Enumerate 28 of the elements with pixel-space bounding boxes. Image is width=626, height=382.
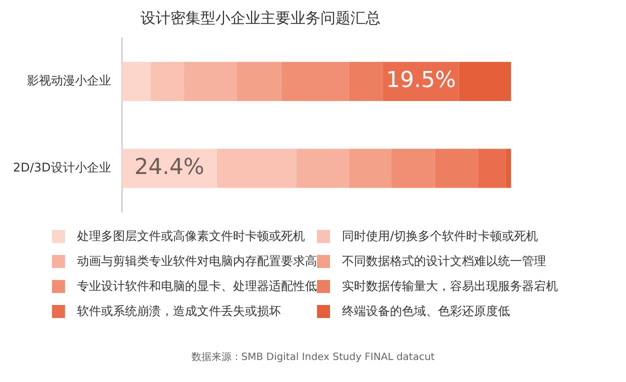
legend-label: 同时使用/切换多个软件时卡顿或死机 xyxy=(342,228,538,245)
bar xyxy=(348,148,392,188)
y-tick-label: 影视动漫小企业 xyxy=(26,74,111,88)
data-label: 24.4% xyxy=(134,155,204,180)
bar xyxy=(122,62,151,102)
bar xyxy=(296,148,349,188)
legend-label: 处理多图层文件或高像素文件时卡顿或死机 xyxy=(77,228,305,245)
legend-label: 专业设计软件和电脑的显卡、处理器适配性低 xyxy=(77,278,317,295)
legend-label: 软件或系统崩溃，造成文件丢失或损坏 xyxy=(77,303,281,320)
bar xyxy=(348,62,383,102)
bar xyxy=(216,148,296,188)
bar xyxy=(506,148,511,188)
legend-label: 不同数据格式的设计文档难以统一管理 xyxy=(342,253,546,270)
bar xyxy=(458,62,511,102)
data-label: 19.5% xyxy=(386,68,456,94)
bar xyxy=(150,62,184,102)
legend-label: 动画与剪辑类专业软件对电脑内存配置要求高 xyxy=(77,253,317,270)
bar xyxy=(434,148,478,188)
bar xyxy=(392,148,435,188)
bar xyxy=(478,148,506,188)
bar xyxy=(237,62,282,102)
legend-label: 实时数据传输量大，容易出现服务器宕机 xyxy=(342,278,558,295)
legend-label: 终端设备的色域、色彩还原度低 xyxy=(342,303,510,320)
chart-title: 设计密集型小企业主要业务问题汇总 xyxy=(140,8,380,27)
source-note: 数据来源：SMB Digital Index Study FINAL datacut xyxy=(190,350,436,364)
y-tick-label: 2D/3D设计小企业 xyxy=(12,160,111,174)
bar xyxy=(184,62,237,102)
bar xyxy=(281,62,349,102)
